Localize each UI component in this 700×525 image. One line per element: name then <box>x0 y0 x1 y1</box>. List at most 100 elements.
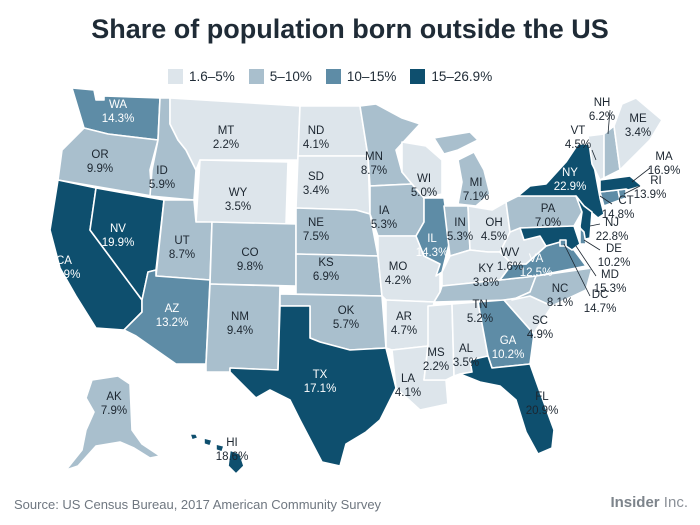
state-value: 7.0% <box>535 217 561 229</box>
state-abbr: UT <box>174 235 189 247</box>
state-abbr: KY <box>478 263 494 275</box>
leader-line <box>631 167 651 183</box>
state-value: 20.9% <box>526 405 559 417</box>
state-abbr: PA <box>541 203 556 215</box>
leader-line <box>563 243 591 297</box>
state-label: IA 5.3% <box>371 205 397 231</box>
state-abbr: MS <box>427 347 445 359</box>
state-value: 3.4% <box>625 127 651 139</box>
leader-line <box>599 195 613 205</box>
state-value: 9.4% <box>227 325 253 337</box>
state-value: 2.2% <box>213 139 239 151</box>
state-label: MI 7.1% <box>463 177 489 203</box>
state-abbr: LA <box>401 373 415 385</box>
state-value: 7.1% <box>463 191 489 203</box>
state-ma <box>599 175 643 193</box>
state-label: ND 4.1% <box>303 125 329 151</box>
state-dc <box>559 239 567 247</box>
state-ak <box>65 375 161 471</box>
state-label: NM 9.4% <box>227 311 253 337</box>
state-label: MO 4.2% <box>385 261 411 287</box>
state-label: TX 17.1% <box>304 369 337 395</box>
state-abbr: TX <box>313 369 328 381</box>
state-label: VA 12.5% <box>520 253 553 279</box>
state-abbr: NY <box>562 167 578 179</box>
state-value: 9.9% <box>87 163 113 175</box>
state-label: LA 4.1% <box>395 373 421 399</box>
state-label: DC 14.7% <box>584 289 617 315</box>
state-abbr: CO <box>241 247 258 259</box>
state-value: 12.5% <box>520 267 553 279</box>
state-label: AR 4.7% <box>391 311 417 337</box>
state-abbr: ND <box>308 125 325 137</box>
state-value: 5.7% <box>333 319 359 331</box>
state-value: 9.8% <box>237 261 263 273</box>
leader-line <box>589 223 601 227</box>
state-abbr: AZ <box>165 303 180 315</box>
state-value: 3.4% <box>303 185 329 197</box>
state-value: 4.1% <box>395 387 421 399</box>
state-value: 15.3% <box>594 283 627 295</box>
state-abbr: OR <box>91 149 108 161</box>
leader-line <box>607 109 611 135</box>
state-value: 18.6% <box>216 451 249 463</box>
state-me <box>613 97 663 171</box>
state-abbr: WA <box>109 99 127 111</box>
state-label: WI 5.0% <box>411 173 437 199</box>
state-value: 14.3% <box>416 247 449 259</box>
state-label: AK 7.9% <box>101 391 127 417</box>
state-nj <box>575 195 593 241</box>
state-value: 19.9% <box>102 237 135 249</box>
state-ne <box>295 207 379 257</box>
state-label: OH 4.5% <box>481 217 507 243</box>
brand-suffix: Inc. <box>659 494 688 511</box>
state-value: 7.9% <box>101 405 127 417</box>
page-title: Share of population born outside the US <box>91 14 609 44</box>
leader-line <box>583 239 601 251</box>
state-abbr: FL <box>535 391 549 403</box>
state-abbr: MD <box>601 269 619 281</box>
state-label: ME 3.4% <box>625 113 651 139</box>
state-abbr: GA <box>500 335 517 347</box>
state-abbr: MA <box>655 151 673 163</box>
state-value: 1.6% <box>497 261 523 273</box>
brand-logo: Insider Inc. <box>610 494 688 511</box>
state-abbr: TN <box>472 299 487 311</box>
source-note: Source: US Census Bureau, 2017 American … <box>14 497 382 512</box>
state-abbr: NH <box>594 97 611 109</box>
state-value: 8.1% <box>547 297 573 309</box>
state-label: MN 8.7% <box>361 151 387 177</box>
state-value: 5.2% <box>467 313 493 325</box>
legend-swatch <box>325 68 341 84</box>
state-label: IN 5.3% <box>447 217 473 243</box>
legend-item: 1.6–5% <box>168 68 235 84</box>
state-label: DE 10.2% <box>598 243 631 269</box>
state-label: WV 1.6% <box>497 247 523 273</box>
legend-swatch <box>410 68 426 84</box>
state-label: ID 5.9% <box>149 165 175 191</box>
leader-line <box>575 245 597 277</box>
state-value: 6.2% <box>589 111 615 123</box>
state-abbr: MI <box>470 177 483 189</box>
state-abbr: RI <box>650 175 662 187</box>
state-label: GA 10.2% <box>492 335 525 361</box>
state-label: UT 8.7% <box>169 235 195 261</box>
state-abbr: SD <box>308 171 324 183</box>
state-abbr: IA <box>379 205 390 217</box>
state-label: OK 5.7% <box>333 305 359 331</box>
state-label: KY 3.8% <box>473 263 499 289</box>
state-value: 3.5% <box>225 201 251 213</box>
state-value: 5.3% <box>447 231 473 243</box>
leader-line <box>623 185 641 195</box>
state-label: FL 20.9% <box>526 391 559 417</box>
state-label: KS 6.9% <box>313 257 339 283</box>
state-fl <box>459 355 555 455</box>
state-label: NV 19.9% <box>102 223 135 249</box>
state-label: MS 2.2% <box>423 347 449 373</box>
state-abbr: NJ <box>605 217 619 229</box>
state-label: NJ 22.8% <box>596 217 629 243</box>
state-label: OR 9.9% <box>87 149 113 175</box>
state-value: 8.7% <box>361 165 387 177</box>
state-label: SC 4.9% <box>527 315 553 341</box>
